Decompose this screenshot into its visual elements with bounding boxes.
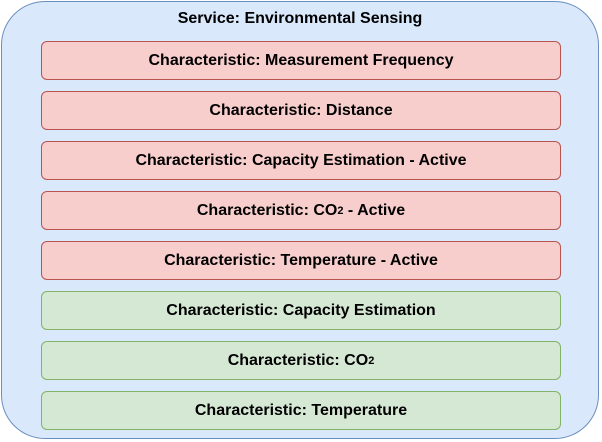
characteristic-label: Characteristic: Capacity Estimation: [166, 301, 436, 319]
characteristic-measurement-frequency: Characteristic: Measurement Frequency: [41, 41, 561, 80]
characteristic-capacity-estimation: Characteristic: Capacity Estimation: [41, 291, 561, 330]
characteristic-label: Characteristic: CO: [196, 201, 338, 219]
characteristic-temperature-active: Characteristic: Temperature - Active: [41, 241, 561, 280]
characteristic-label: Characteristic: Temperature: [194, 401, 408, 419]
characteristic-co2-active: Characteristic: CO 2 - Active: [41, 191, 561, 230]
characteristic-label: Characteristic: Distance: [209, 101, 393, 119]
characteristic-distance: Characteristic: Distance: [41, 91, 561, 130]
characteristic-label: Characteristic: Capacity Estimation - Ac…: [135, 151, 467, 169]
characteristic-label: Characteristic: CO: [227, 351, 369, 369]
characteristic-co2: Characteristic: CO 2: [41, 341, 561, 380]
characteristic-label-suffix: - Active: [343, 201, 406, 219]
characteristic-label: Characteristic: Measurement Frequency: [148, 51, 454, 69]
characteristic-temperature: Characteristic: Temperature: [41, 391, 561, 430]
service-title: Service: Environmental Sensing: [177, 10, 423, 27]
characteristic-label: Characteristic: Temperature - Active: [164, 251, 438, 269]
characteristic-capacity-estimation-active: Characteristic: Capacity Estimation - Ac…: [41, 141, 561, 180]
